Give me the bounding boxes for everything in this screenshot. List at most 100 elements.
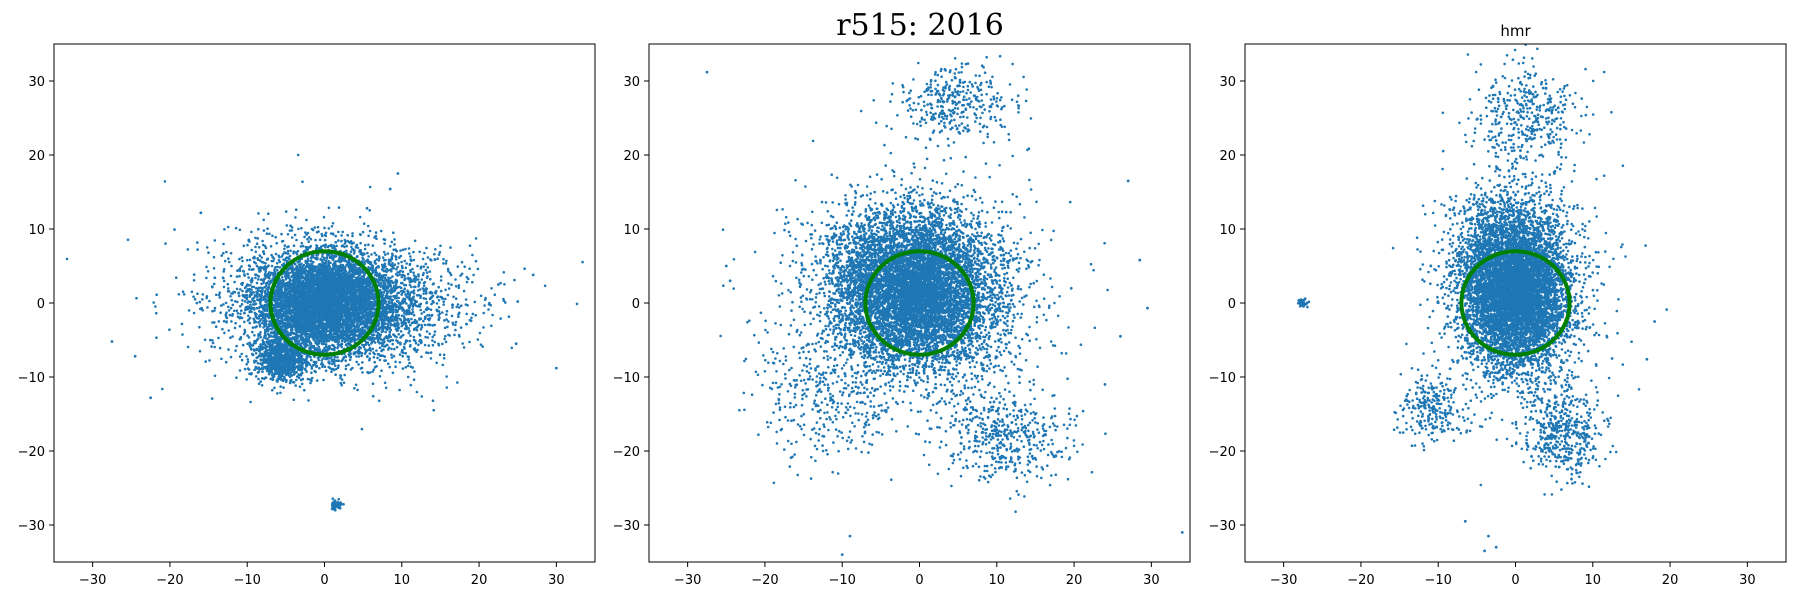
data-point	[324, 369, 328, 373]
data-point	[241, 259, 244, 263]
data-point	[248, 284, 252, 287]
data-point	[295, 378, 298, 382]
data-point	[261, 243, 265, 247]
data-point	[231, 312, 234, 316]
data-point	[284, 256, 288, 260]
data-point	[400, 314, 404, 318]
data-point	[278, 266, 282, 269]
data-point	[380, 349, 383, 353]
data-point	[433, 333, 436, 337]
data-point	[393, 263, 397, 267]
data-point	[382, 291, 386, 294]
data-point	[334, 241, 338, 244]
data-point	[293, 325, 296, 328]
data-point	[302, 264, 305, 268]
data-point	[306, 310, 309, 313]
data-point	[292, 251, 295, 255]
data-point	[406, 375, 410, 379]
data-point	[253, 319, 256, 322]
data-point	[354, 383, 358, 387]
data-point	[262, 326, 265, 329]
data-point	[268, 232, 271, 236]
data-point	[345, 249, 348, 253]
data-point	[282, 262, 286, 266]
data-point	[231, 335, 234, 338]
data-point	[253, 303, 256, 306]
data-point	[281, 296, 284, 300]
data-point	[441, 342, 444, 346]
data-point	[286, 311, 289, 314]
data-point	[238, 316, 241, 320]
data-point	[397, 262, 400, 265]
data-point	[213, 309, 216, 312]
data-point	[241, 289, 244, 293]
data-point	[319, 264, 322, 268]
data-point	[287, 295, 291, 299]
data-point	[398, 273, 402, 276]
data-point	[351, 232, 354, 235]
data-point	[280, 283, 283, 287]
data-point	[427, 344, 431, 347]
data-point	[260, 321, 264, 325]
data-point	[275, 308, 279, 312]
data-point	[322, 348, 325, 352]
data-point	[317, 358, 321, 362]
data-point	[213, 239, 217, 242]
data-point	[247, 314, 250, 318]
data-point	[296, 288, 299, 291]
data-point	[264, 297, 267, 301]
data-point	[395, 267, 398, 271]
data-point	[249, 291, 252, 294]
data-point	[263, 290, 267, 293]
data-point	[336, 346, 339, 350]
data-point	[308, 319, 312, 323]
data-point	[338, 321, 342, 325]
data-point	[270, 335, 273, 338]
data-point	[340, 239, 343, 243]
data-point	[320, 232, 324, 236]
data-point	[244, 308, 247, 312]
data-point	[371, 333, 374, 337]
data-point	[420, 355, 423, 359]
data-point	[260, 256, 264, 259]
data-point	[258, 302, 262, 305]
data-point	[343, 242, 347, 245]
data-point	[240, 302, 244, 306]
data-point	[252, 291, 256, 294]
data-point	[239, 312, 242, 316]
data-point	[269, 271, 273, 275]
data-point	[319, 245, 323, 248]
data-point	[285, 224, 289, 227]
data-point	[290, 268, 293, 271]
data-point	[363, 260, 366, 264]
data-point	[371, 370, 375, 373]
data-point	[260, 282, 263, 286]
data-point	[389, 322, 393, 326]
data-point	[218, 291, 221, 295]
data-point	[243, 296, 246, 299]
data-point	[274, 235, 278, 239]
data-point	[348, 358, 352, 362]
data-point	[393, 243, 396, 246]
data-point	[408, 339, 412, 343]
data-point	[322, 342, 326, 346]
data-point	[347, 363, 350, 367]
data-point	[291, 265, 294, 269]
data-point	[222, 285, 226, 289]
data-point	[346, 233, 350, 237]
data-point	[222, 270, 225, 273]
data-point	[343, 373, 347, 377]
data-point	[332, 360, 336, 364]
data-point	[241, 299, 244, 302]
data-point	[303, 235, 306, 239]
data-point	[332, 358, 336, 361]
data-point	[227, 305, 230, 309]
data-point	[373, 360, 377, 364]
data-point	[337, 239, 340, 242]
data-point	[381, 256, 385, 259]
data-point	[261, 239, 264, 243]
data-point	[309, 259, 313, 263]
data-point	[367, 266, 370, 269]
data-point	[256, 278, 260, 281]
data-point	[371, 347, 375, 351]
